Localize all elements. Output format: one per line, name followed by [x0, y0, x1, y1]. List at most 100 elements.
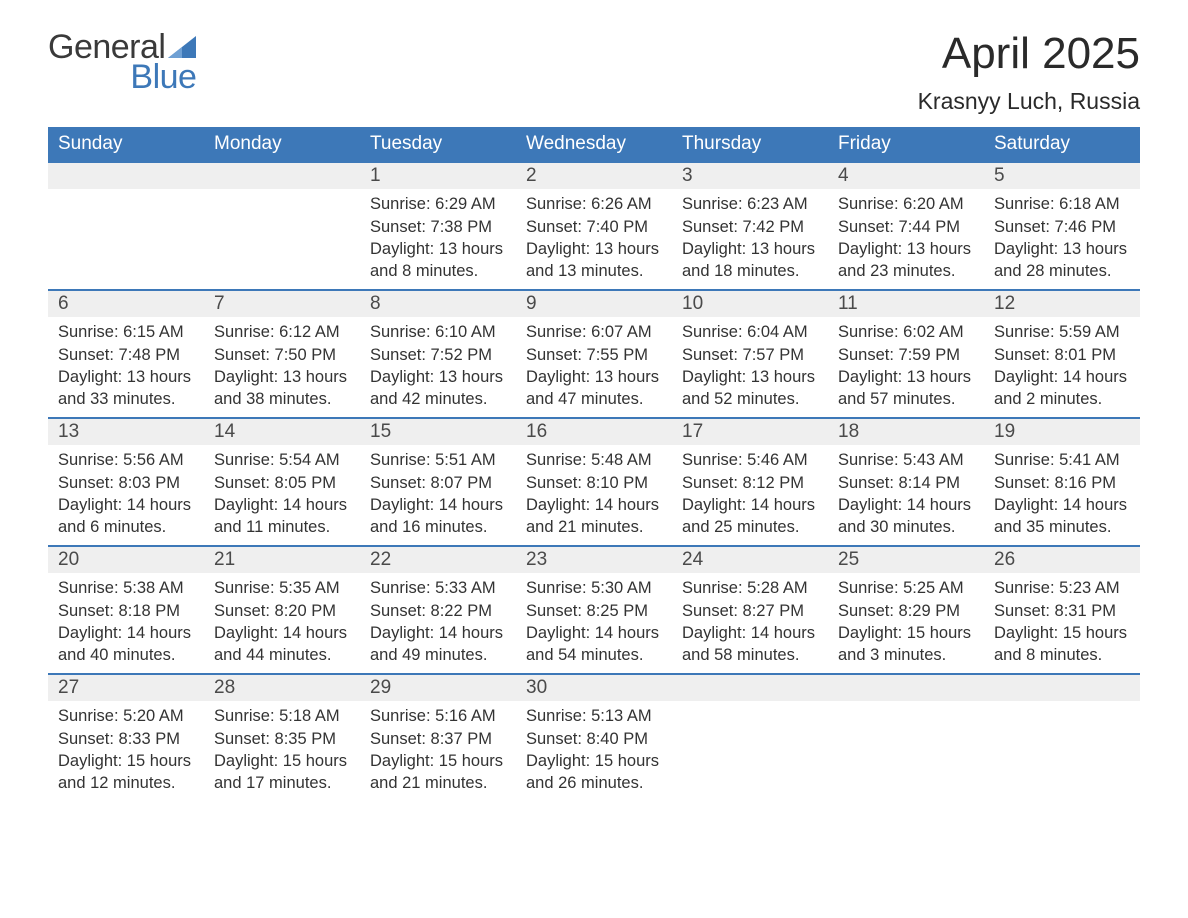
- daylight-line: Daylight: 13 hours and 18 minutes.: [682, 238, 818, 283]
- sunset-line: Sunset: 8:35 PM: [214, 728, 350, 750]
- sunset-line: Sunset: 7:48 PM: [58, 344, 194, 366]
- daylight-line: Daylight: 13 hours and 42 minutes.: [370, 366, 506, 411]
- day-cell: [984, 674, 1140, 802]
- daylight-line: Daylight: 14 hours and 40 minutes.: [58, 622, 194, 667]
- sunset-line: Sunset: 8:25 PM: [526, 600, 662, 622]
- sunrise-line: Sunrise: 6:15 AM: [58, 321, 194, 343]
- day-cell: 5Sunrise: 6:18 AMSunset: 7:46 PMDaylight…: [984, 162, 1140, 290]
- day-cell: 3Sunrise: 6:23 AMSunset: 7:42 PMDaylight…: [672, 162, 828, 290]
- sunrise-line: Sunrise: 5:35 AM: [214, 577, 350, 599]
- week-row: 27Sunrise: 5:20 AMSunset: 8:33 PMDayligh…: [48, 674, 1140, 802]
- day-body: Sunrise: 5:56 AMSunset: 8:03 PMDaylight:…: [48, 445, 204, 544]
- day-cell: 13Sunrise: 5:56 AMSunset: 8:03 PMDayligh…: [48, 418, 204, 546]
- day-cell: [828, 674, 984, 802]
- sunset-line: Sunset: 8:16 PM: [994, 472, 1130, 494]
- week-row: 13Sunrise: 5:56 AMSunset: 8:03 PMDayligh…: [48, 418, 1140, 546]
- sunrise-line: Sunrise: 5:59 AM: [994, 321, 1130, 343]
- sunrise-line: Sunrise: 6:29 AM: [370, 193, 506, 215]
- title-block: April 2025 Krasnyy Luch, Russia: [918, 30, 1140, 115]
- day-number: 4: [828, 163, 984, 189]
- location: Krasnyy Luch, Russia: [918, 88, 1140, 115]
- day-cell: 19Sunrise: 5:41 AMSunset: 8:16 PMDayligh…: [984, 418, 1140, 546]
- day-body: Sunrise: 5:23 AMSunset: 8:31 PMDaylight:…: [984, 573, 1140, 672]
- daylight-line: Daylight: 14 hours and 58 minutes.: [682, 622, 818, 667]
- daylight-line: Daylight: 14 hours and 16 minutes.: [370, 494, 506, 539]
- day-cell: 15Sunrise: 5:51 AMSunset: 8:07 PMDayligh…: [360, 418, 516, 546]
- day-body: Sunrise: 5:35 AMSunset: 8:20 PMDaylight:…: [204, 573, 360, 672]
- day-number: 20: [48, 547, 204, 573]
- day-cell: 23Sunrise: 5:30 AMSunset: 8:25 PMDayligh…: [516, 546, 672, 674]
- day-cell: 11Sunrise: 6:02 AMSunset: 7:59 PMDayligh…: [828, 290, 984, 418]
- sunrise-line: Sunrise: 5:54 AM: [214, 449, 350, 471]
- week-row: 1Sunrise: 6:29 AMSunset: 7:38 PMDaylight…: [48, 162, 1140, 290]
- daylight-line: Daylight: 13 hours and 13 minutes.: [526, 238, 662, 283]
- day-cell: 25Sunrise: 5:25 AMSunset: 8:29 PMDayligh…: [828, 546, 984, 674]
- day-cell: 17Sunrise: 5:46 AMSunset: 8:12 PMDayligh…: [672, 418, 828, 546]
- sunrise-line: Sunrise: 5:13 AM: [526, 705, 662, 727]
- day-body: Sunrise: 6:10 AMSunset: 7:52 PMDaylight:…: [360, 317, 516, 416]
- day-number: 10: [672, 291, 828, 317]
- calendar-table: SundayMondayTuesdayWednesdayThursdayFrid…: [48, 127, 1140, 802]
- sunrise-line: Sunrise: 6:20 AM: [838, 193, 974, 215]
- daylight-line: Daylight: 14 hours and 54 minutes.: [526, 622, 662, 667]
- sunset-line: Sunset: 8:03 PM: [58, 472, 194, 494]
- day-body: Sunrise: 6:15 AMSunset: 7:48 PMDaylight:…: [48, 317, 204, 416]
- day-number: 21: [204, 547, 360, 573]
- day-body: Sunrise: 5:51 AMSunset: 8:07 PMDaylight:…: [360, 445, 516, 544]
- day-body: Sunrise: 5:48 AMSunset: 8:10 PMDaylight:…: [516, 445, 672, 544]
- daylight-line: Daylight: 14 hours and 30 minutes.: [838, 494, 974, 539]
- day-body: Sunrise: 6:04 AMSunset: 7:57 PMDaylight:…: [672, 317, 828, 416]
- day-number: 1: [360, 163, 516, 189]
- sunrise-line: Sunrise: 5:41 AM: [994, 449, 1130, 471]
- sunset-line: Sunset: 7:44 PM: [838, 216, 974, 238]
- weekday-header: Saturday: [984, 127, 1140, 162]
- sunrise-line: Sunrise: 6:18 AM: [994, 193, 1130, 215]
- sunset-line: Sunset: 8:31 PM: [994, 600, 1130, 622]
- sunrise-line: Sunrise: 5:33 AM: [370, 577, 506, 599]
- sunset-line: Sunset: 7:52 PM: [370, 344, 506, 366]
- logo: General Blue: [48, 30, 196, 94]
- day-body: Sunrise: 6:20 AMSunset: 7:44 PMDaylight:…: [828, 189, 984, 288]
- day-body: Sunrise: 5:16 AMSunset: 8:37 PMDaylight:…: [360, 701, 516, 800]
- weekday-header: Monday: [204, 127, 360, 162]
- header: General Blue April 2025 Krasnyy Luch, Ru…: [48, 30, 1140, 115]
- sunset-line: Sunset: 8:20 PM: [214, 600, 350, 622]
- sunrise-line: Sunrise: 5:46 AM: [682, 449, 818, 471]
- sunrise-line: Sunrise: 5:28 AM: [682, 577, 818, 599]
- week-row: 6Sunrise: 6:15 AMSunset: 7:48 PMDaylight…: [48, 290, 1140, 418]
- day-number: 23: [516, 547, 672, 573]
- sunrise-line: Sunrise: 6:04 AM: [682, 321, 818, 343]
- day-number: 25: [828, 547, 984, 573]
- day-body: Sunrise: 5:18 AMSunset: 8:35 PMDaylight:…: [204, 701, 360, 800]
- day-number: 30: [516, 675, 672, 701]
- day-cell: 7Sunrise: 6:12 AMSunset: 7:50 PMDaylight…: [204, 290, 360, 418]
- sunset-line: Sunset: 8:07 PM: [370, 472, 506, 494]
- day-body: Sunrise: 5:38 AMSunset: 8:18 PMDaylight:…: [48, 573, 204, 672]
- day-cell: [204, 162, 360, 290]
- day-number: 9: [516, 291, 672, 317]
- calendar-body: 1Sunrise: 6:29 AMSunset: 7:38 PMDaylight…: [48, 162, 1140, 802]
- daylight-line: Daylight: 15 hours and 12 minutes.: [58, 750, 194, 795]
- day-number-empty: [48, 163, 204, 189]
- sunset-line: Sunset: 8:37 PM: [370, 728, 506, 750]
- sunrise-line: Sunrise: 6:23 AM: [682, 193, 818, 215]
- weekday-header: Wednesday: [516, 127, 672, 162]
- day-number: 14: [204, 419, 360, 445]
- day-number: 22: [360, 547, 516, 573]
- day-number: 13: [48, 419, 204, 445]
- day-cell: 14Sunrise: 5:54 AMSunset: 8:05 PMDayligh…: [204, 418, 360, 546]
- sunset-line: Sunset: 8:14 PM: [838, 472, 974, 494]
- day-number: 28: [204, 675, 360, 701]
- weekday-header-row: SundayMondayTuesdayWednesdayThursdayFrid…: [48, 127, 1140, 162]
- day-number: 16: [516, 419, 672, 445]
- day-cell: 4Sunrise: 6:20 AMSunset: 7:44 PMDaylight…: [828, 162, 984, 290]
- sunrise-line: Sunrise: 5:25 AM: [838, 577, 974, 599]
- daylight-line: Daylight: 13 hours and 8 minutes.: [370, 238, 506, 283]
- daylight-line: Daylight: 15 hours and 3 minutes.: [838, 622, 974, 667]
- day-body: Sunrise: 5:54 AMSunset: 8:05 PMDaylight:…: [204, 445, 360, 544]
- sunrise-line: Sunrise: 5:23 AM: [994, 577, 1130, 599]
- day-number: 17: [672, 419, 828, 445]
- sunset-line: Sunset: 8:27 PM: [682, 600, 818, 622]
- sunset-line: Sunset: 7:38 PM: [370, 216, 506, 238]
- sunset-line: Sunset: 7:59 PM: [838, 344, 974, 366]
